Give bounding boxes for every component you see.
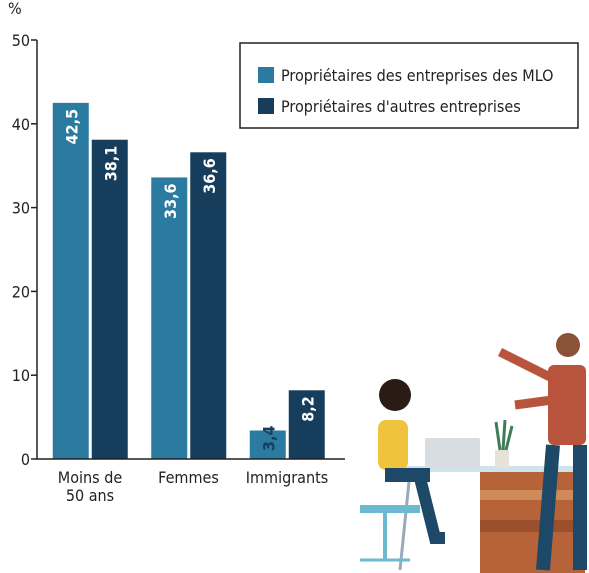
value-label: 38,1 — [102, 146, 121, 182]
y-tick-label: 40 — [12, 115, 30, 134]
y-tick-label: 10 — [12, 366, 30, 385]
y-tick-label: 50 — [12, 31, 30, 50]
y-tick-label: 0 — [21, 450, 30, 469]
legend-swatch — [258, 67, 274, 83]
value-label: 8,2 — [299, 396, 318, 422]
bar — [53, 103, 89, 459]
illustration — [360, 333, 586, 573]
y-tick-label: 20 — [12, 282, 30, 301]
legend-label: Propriétaires des entreprises des MLO — [281, 66, 554, 85]
bar — [92, 140, 128, 459]
value-label: 3,4 — [260, 426, 279, 452]
value-label: 36,6 — [200, 158, 219, 194]
bar — [190, 152, 226, 459]
legend: Propriétaires des entreprises des MLO Pro… — [240, 43, 578, 128]
x-tick-label: Immigrants — [238, 469, 336, 487]
x-tick-label: Moins de 50 ans — [41, 469, 139, 505]
y-tick-label: 30 — [12, 199, 30, 218]
legend-swatch — [258, 98, 274, 114]
x-tick-label: Femmes — [140, 469, 238, 487]
y-axis-label: % — [8, 0, 22, 18]
page: % 0 10 20 30 40 50 42,5 38,1 33,6 36,6 3,4 8,2 Propr… — [0, 0, 589, 573]
value-label: 33,6 — [161, 183, 180, 219]
legend-label: Propriétaires d'autres entreprises — [281, 97, 521, 116]
value-label: 42,5 — [63, 109, 82, 145]
